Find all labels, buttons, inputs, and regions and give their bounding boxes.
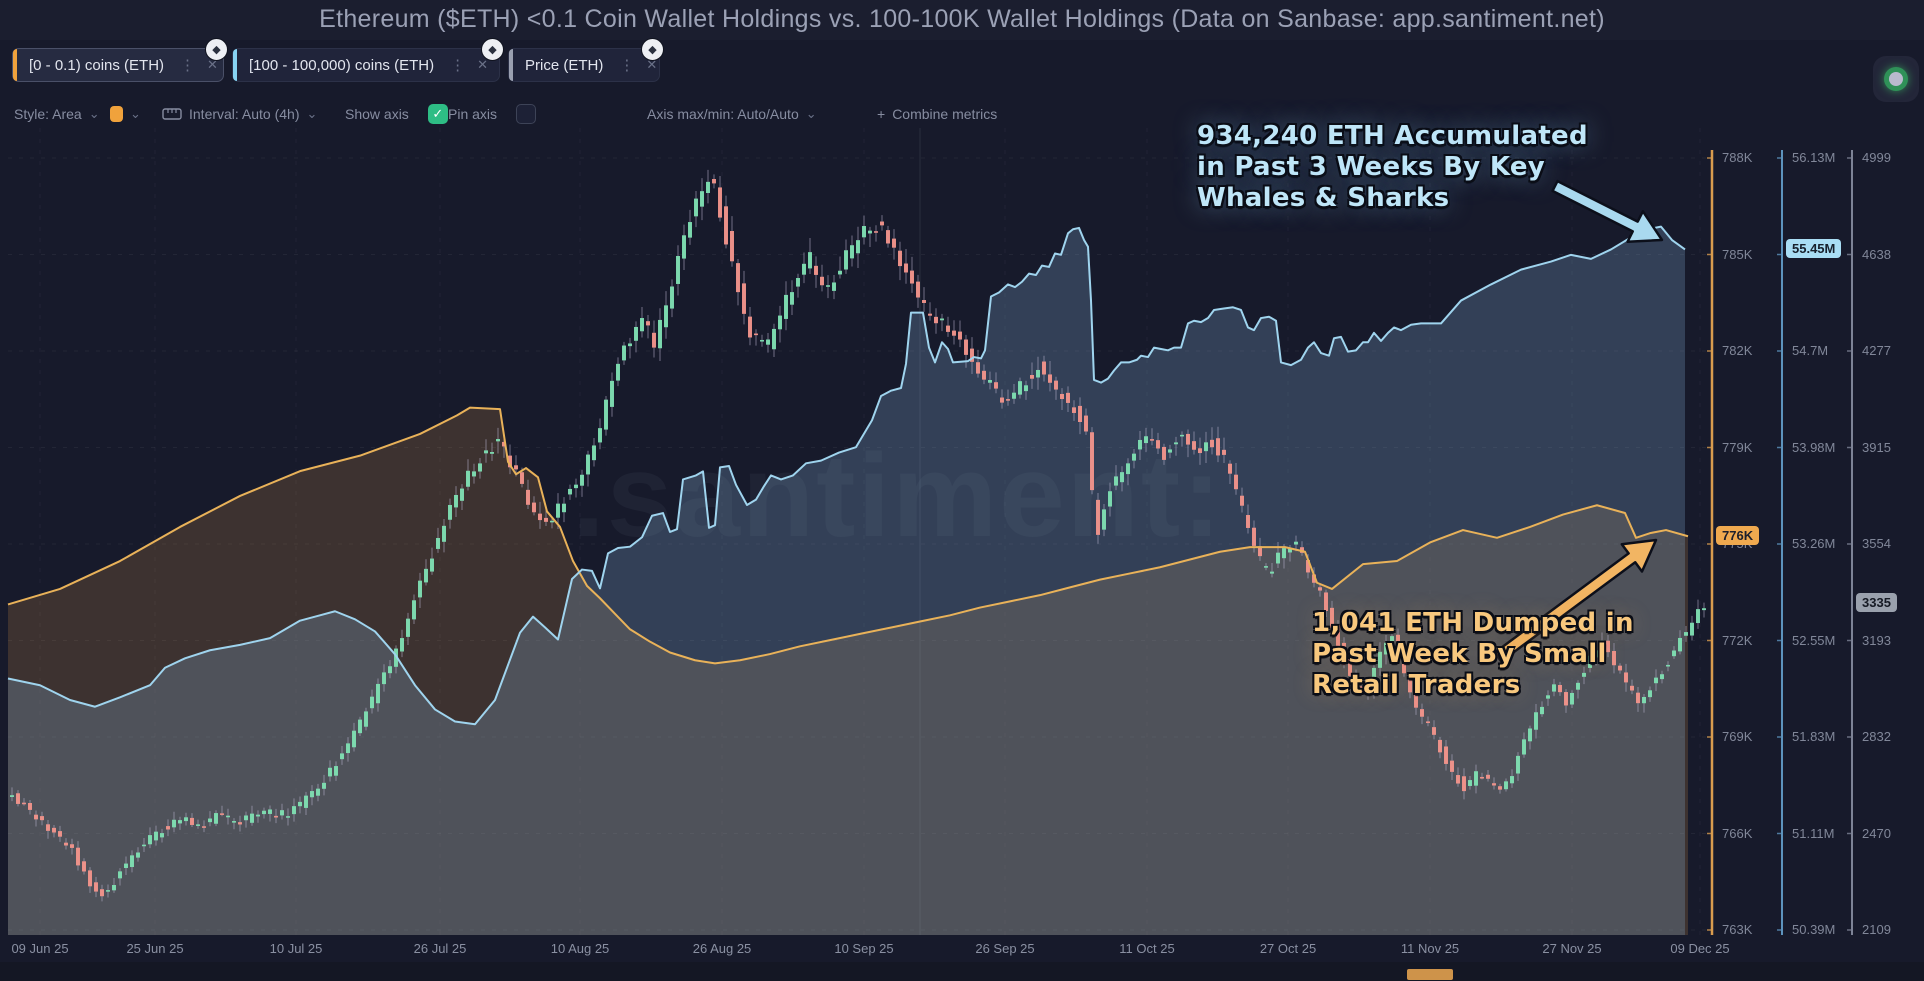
y-axis-tick-wallet-holdings-0-0.1-coins: 766K xyxy=(1722,825,1753,841)
bottom-bar xyxy=(0,962,1924,981)
style-label: Style: Area xyxy=(14,106,82,122)
tab-metric-small-wallets[interactable]: [0 - 0.1) coins (ETH) ⋮ ✕ ◆ xyxy=(12,38,228,82)
y-axis-tick-wallet-holdings-0-0.1-coins: 788K xyxy=(1722,150,1753,165)
y-axis-tick-price-usd: 4638 xyxy=(1862,246,1891,262)
chevron-down-icon: ⌄ xyxy=(130,106,141,121)
pin-axis-label: Pin axis xyxy=(448,106,498,122)
y-axis-tick-wallet-holdings-0-0.1-coins: 782K xyxy=(1722,343,1753,358)
current-value-badge-price-usd: 3335 xyxy=(1856,592,1897,612)
user-avatar[interactable] xyxy=(1873,56,1919,102)
eth-icon: ◆ xyxy=(481,38,504,61)
y-axis-tick-wallet-holdings-0-0.1-coins: 785K xyxy=(1722,246,1753,262)
axis-maxmin-label: Axis max/min: Auto/Auto xyxy=(647,106,799,122)
combine-metrics-label: Combine metrics xyxy=(892,106,998,122)
y-axis-tick-wallet-holdings-100-100k-coins: 53.26M xyxy=(1792,536,1836,551)
y-axis-tick-price-usd: 3915 xyxy=(1862,439,1891,455)
y-axis-tick-wallet-holdings-100-100k-coins: 54.7M xyxy=(1792,343,1829,358)
x-axis-tick-label: 10 Aug 25 xyxy=(550,941,610,956)
x-axis-tick-label: 11 Oct 25 xyxy=(1119,941,1175,956)
plus-icon: + xyxy=(877,106,886,122)
y-axis-tick-wallet-holdings-100-100k-coins: 51.83M xyxy=(1792,729,1836,744)
tab-close-icon[interactable]: ✕ xyxy=(477,57,488,72)
tab-accent-bar xyxy=(13,49,17,81)
y-axis-tick-price-usd: 2109 xyxy=(1862,922,1891,937)
annotation-dumped: 1,041 ETH Dumped in Past Week By Small R… xyxy=(1312,608,1634,700)
y-axis-tick-wallet-holdings-0-0.1-coins: 779K xyxy=(1722,439,1753,455)
x-axis-tick-label: 26 Sep 25 xyxy=(975,941,1035,956)
tab-menu-icon[interactable]: ⋮ xyxy=(180,57,196,74)
tab-metric-price[interactable]: Price (ETH) ⋮ ✕ ◆ xyxy=(508,38,664,82)
scroll-handle[interactable] xyxy=(1407,969,1453,980)
show-axis-checkbox[interactable]: ✓ xyxy=(427,104,448,124)
y-axis-tick-wallet-holdings-100-100k-coins: 52.55M xyxy=(1792,632,1836,648)
y-axis-tick-price-usd: 2470 xyxy=(1862,825,1891,841)
y-axis-tick-price-usd: 3193 xyxy=(1862,632,1891,648)
chevron-down-icon: ⌄ xyxy=(88,106,100,121)
pin-axis-toggle[interactable]: Pin axis xyxy=(448,100,537,128)
tab-close-icon[interactable]: ✕ xyxy=(207,57,218,72)
x-axis-tick-label: 25 Jun 25 xyxy=(126,941,184,956)
y-axis-tick-wallet-holdings-0-0.1-coins: 763K xyxy=(1722,922,1753,937)
x-axis-tick-label: 11 Nov 25 xyxy=(1400,941,1460,956)
axis-maxmin-dropdown[interactable]: Axis max/min: Auto/Auto ⌄ xyxy=(647,100,817,128)
pin-axis-checkbox[interactable] xyxy=(516,104,537,124)
show-axis-label: Show axis xyxy=(345,106,409,122)
page-title: Ethereum ($ETH) <0.1 Coin Wallet Holding… xyxy=(319,5,1605,33)
tab-label: [0 - 0.1) coins (ETH) xyxy=(29,56,165,74)
current-value-badge-wallet-holdings-0-0.1-coins: 776K xyxy=(1716,526,1760,546)
y-axis-tick-price-usd: 2832 xyxy=(1862,729,1891,744)
title-bar xyxy=(0,0,1924,40)
chevron-down-icon: ⌄ xyxy=(805,106,817,121)
y-axis-tick-wallet-holdings-100-100k-coins: 51.11M xyxy=(1792,825,1835,841)
tab-accent-bar xyxy=(509,49,513,81)
combine-metrics-button[interactable]: + Combine metrics xyxy=(877,100,997,128)
x-axis-tick-label: 09 Jun 25 xyxy=(11,941,69,956)
y-axis-tick-wallet-holdings-100-100k-coins: 53.98M xyxy=(1792,439,1836,455)
eth-icon: ◆ xyxy=(205,38,228,61)
avatar-core xyxy=(1889,72,1903,86)
x-axis-tick-label: 10 Jul 25 xyxy=(269,941,323,956)
y-axis-tick-price-usd: 4999 xyxy=(1862,150,1891,165)
interval-dropdown[interactable]: Interval: Auto (4h) ⌄ xyxy=(162,100,317,128)
y-axis-tick-wallet-holdings-100-100k-coins: 56.13M xyxy=(1792,150,1836,165)
x-axis-tick-label: 10 Sep 25 xyxy=(834,941,894,956)
color-swatch xyxy=(110,106,123,122)
x-axis-tick-label: 09 Dec 25 xyxy=(1670,941,1730,956)
eth-icon: ◆ xyxy=(641,38,664,61)
tab-close-icon[interactable]: ✕ xyxy=(646,57,658,72)
x-axis-tick-label: 26 Jul 25 xyxy=(413,941,467,956)
tab-metric-large-wallets[interactable]: [100 - 100,000) coins (ETH) ⋮ ✕ ◆ xyxy=(232,38,504,82)
avatar-ring xyxy=(1884,67,1908,91)
tab-menu-icon[interactable]: ⋮ xyxy=(619,57,635,74)
tab-label: [100 - 100,000) coins (ETH) xyxy=(249,56,435,74)
interval-label: Interval: Auto (4h) xyxy=(189,106,300,122)
y-axis-tick-price-usd: 4277 xyxy=(1862,343,1891,358)
current-value-badge-wallet-holdings-100-100k-coins: 55.45M xyxy=(1786,239,1842,259)
style-dropdown[interactable]: Style: Area ⌄ xyxy=(14,100,100,128)
chevron-down-icon: ⌄ xyxy=(306,106,318,121)
y-axis-tick-wallet-holdings-0-0.1-coins: 772K xyxy=(1722,632,1753,648)
style-color-swatch[interactable]: ⌄ xyxy=(110,100,141,128)
annotation-accumulated: 934,240 ETH Accumulated in Past 3 Weeks … xyxy=(1197,121,1588,213)
tab-menu-icon[interactable]: ⋮ xyxy=(450,57,466,74)
chart-toolbar: Style: Area ⌄ ⌄ Interval: Auto (4h) ⌄ Sh… xyxy=(0,100,1924,128)
show-axis-toggle[interactable]: Show axis ✓ xyxy=(345,100,448,128)
tab-accent-bar xyxy=(233,49,237,81)
x-axis-tick-label: 27 Oct 25 xyxy=(1259,941,1317,956)
interval-ruler-icon xyxy=(162,108,182,120)
y-axis-tick-wallet-holdings-100-100k-coins: 50.39M xyxy=(1792,922,1836,937)
tab-label: Price (ETH) xyxy=(525,56,604,74)
y-axis-tick-price-usd: 3554 xyxy=(1862,536,1891,551)
x-axis-tick-label: 26 Aug 25 xyxy=(692,941,752,956)
y-axis-tick-wallet-holdings-0-0.1-coins: 769K xyxy=(1722,729,1753,744)
x-axis-tick-label: 27 Nov 25 xyxy=(1542,941,1602,956)
